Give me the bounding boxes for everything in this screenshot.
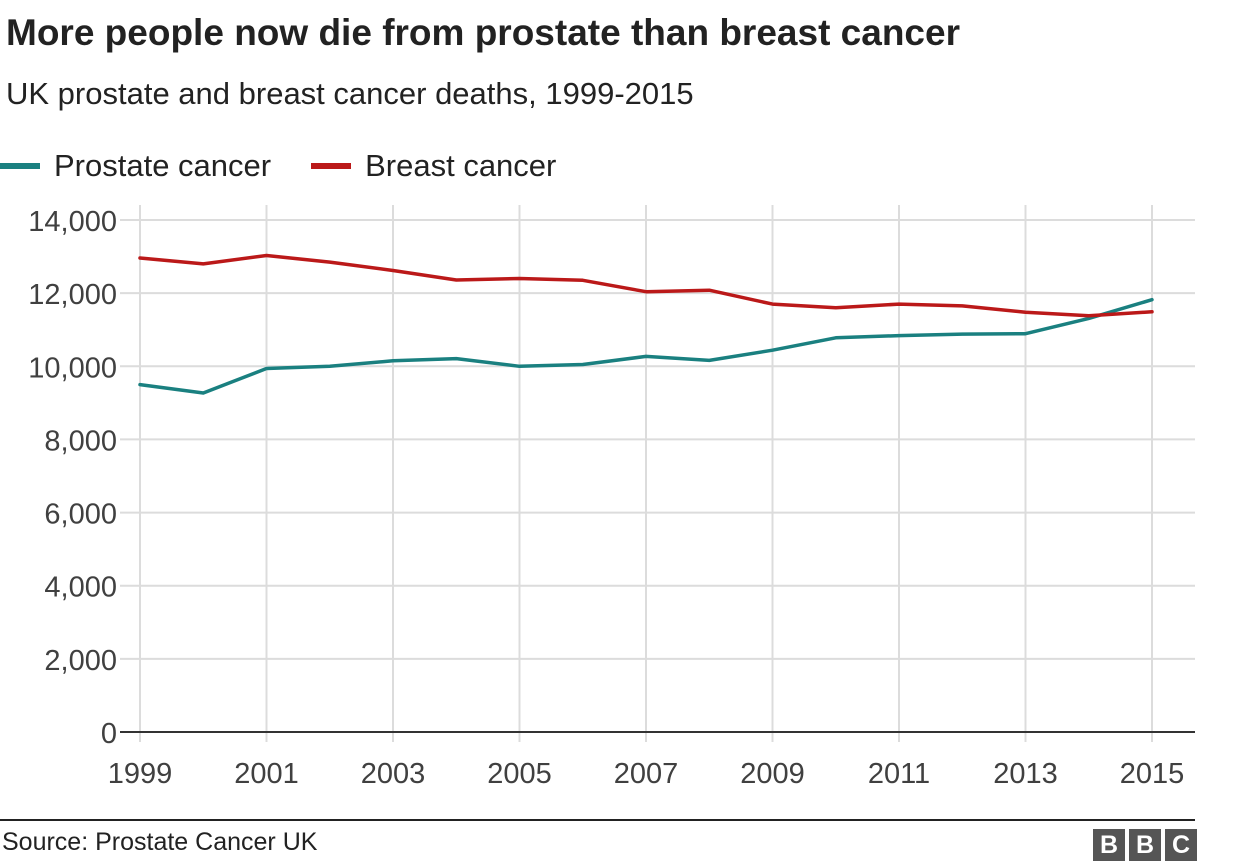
y-tick-label: 10,000	[28, 352, 117, 384]
series-line-prostate	[138, 297, 1154, 395]
chart-axes: 0 2,000 4,000 6,000 8,000 10,000 12,000 14,000 1…	[28, 206, 1195, 790]
legend-swatch-prostate	[0, 163, 40, 169]
legend-item-breast: Breast cancer	[311, 148, 556, 184]
y-tick-label: 12,000	[28, 279, 117, 311]
bbc-logo-letter: C	[1165, 829, 1197, 861]
x-tick-label: 2011	[868, 758, 930, 790]
bbc-logo-letter: B	[1093, 829, 1125, 861]
x-tick-label: 2001	[234, 758, 299, 790]
legend-swatch-breast	[311, 163, 352, 169]
y-tick-label: 2,000	[44, 645, 117, 677]
x-tick-label: 1999	[108, 758, 173, 790]
chart-title: More people now die from prostate than b…	[6, 12, 960, 53]
y-tick-label: 8,000	[44, 425, 117, 457]
legend-label-prostate: Prostate cancer	[54, 148, 272, 183]
chart-series	[138, 253, 1154, 395]
legend-label-breast: Breast cancer	[365, 148, 557, 183]
x-tick-label: 2003	[361, 758, 426, 790]
chart-grid	[120, 205, 1195, 742]
x-tick-label: 2007	[614, 758, 679, 790]
series-line-breast	[138, 253, 1154, 318]
bbc-logo-letter: B	[1129, 829, 1161, 861]
x-tick-label: 2009	[740, 758, 805, 790]
y-tick-label: 6,000	[44, 499, 117, 531]
y-tick-label: 0	[101, 718, 117, 750]
x-tick-label: 2013	[993, 758, 1058, 790]
y-tick-label: 4,000	[44, 572, 117, 604]
chart-subtitle: UK prostate and breast cancer deaths, 19…	[6, 76, 694, 111]
source-note: Source: Prostate Cancer UK	[2, 828, 318, 856]
bbc-logo: B B C	[1089, 829, 1197, 861]
footer-divider	[0, 819, 1195, 821]
x-tick-label: 2015	[1120, 758, 1185, 790]
x-tick-label: 2005	[487, 758, 552, 790]
y-tick-label: 14,000	[28, 206, 117, 238]
legend: Prostate cancer Breast cancer	[0, 146, 596, 186]
legend-item-prostate: Prostate cancer	[0, 148, 271, 184]
